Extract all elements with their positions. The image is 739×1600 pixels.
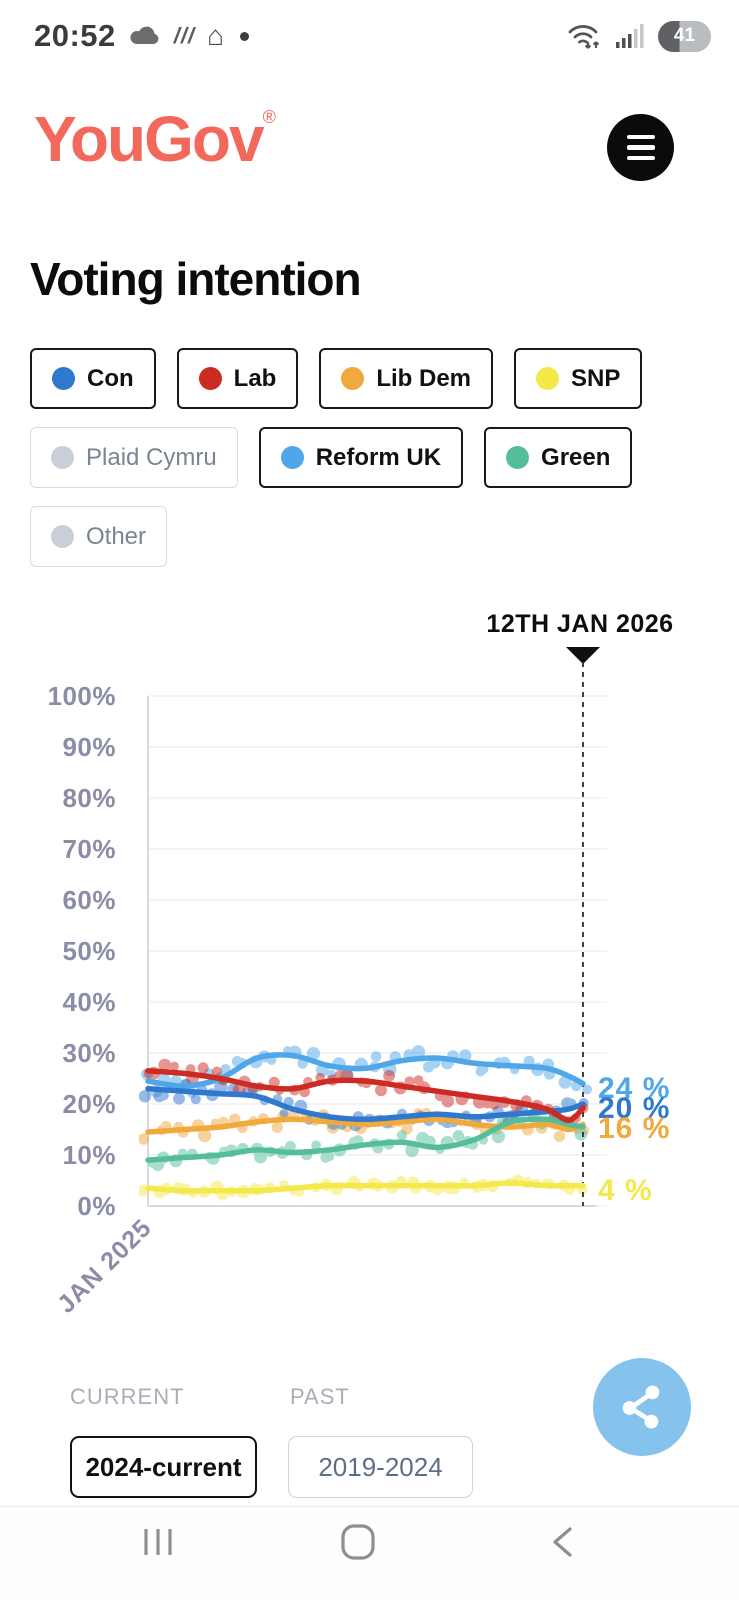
y-tick-80%: 80% [62, 783, 116, 813]
past-section-label: PAST [290, 1384, 350, 1409]
period-button-2019-2024[interactable]: 2019-2024 [288, 1436, 473, 1498]
period-button-2024-current[interactable]: 2024-current [70, 1436, 257, 1498]
party-toggle-label: Other [86, 522, 147, 550]
status-bar: 20:52 /// ⌂ 41 [0, 0, 739, 72]
page-title: Voting intention [30, 253, 362, 305]
party-toggle-label: SNP [571, 364, 621, 392]
party-color-dot [198, 367, 222, 390]
wifi-arrows-icon [568, 25, 600, 49]
battery-percent: 41 [673, 25, 696, 46]
y-tick-0%: 0% [77, 1191, 116, 1221]
battery-indicator: 41 [658, 20, 711, 52]
end-value-label-20: 20 % [598, 1092, 671, 1125]
chart-canvas [139, 662, 607, 1207]
end-value-label-16: 16 % [598, 1112, 671, 1146]
y-tick-60%: 60% [62, 885, 116, 915]
trend-line-lib-dem [145, 1116, 586, 1135]
trend-line-lab [145, 1068, 586, 1124]
back-icon [553, 1527, 572, 1557]
app-header: YouGov® [0, 96, 739, 216]
chart-cursor-marker-icon[interactable] [566, 647, 600, 664]
share-nodes-icon [622, 1385, 660, 1429]
y-tick-30%: 30% [62, 1038, 116, 1068]
home-icon [341, 1524, 375, 1560]
party-toggle-reform-uk[interactable]: Reform UK [258, 427, 464, 488]
chart-cursor-date-label: 12TH JAN 2026 [486, 610, 674, 638]
yougov-logo[interactable]: YouGov® [34, 103, 276, 175]
y-tick-20%: 20% [62, 1089, 116, 1119]
party-toggle-snp[interactable]: SNP [514, 348, 643, 409]
current-section-label: CURRENT [70, 1384, 185, 1409]
party-toggle-other[interactable]: Other [30, 506, 168, 567]
scatter-points-green [147, 1106, 588, 1172]
party-toggle-lib-dem[interactable]: Lib Dem [319, 348, 494, 409]
back-button[interactable] [518, 1507, 608, 1577]
cloud-icon [130, 26, 159, 45]
party-color-dot [280, 446, 304, 469]
trend-line-green [145, 1116, 586, 1163]
notification-dot [240, 31, 250, 41]
hamburger-menu-button[interactable] [607, 114, 674, 181]
trend-line-reform-uk [145, 1052, 586, 1089]
party-toggle-lab[interactable]: Lab [176, 348, 299, 409]
end-value-label-4: 4 % [598, 1173, 653, 1207]
screen-cast-icon: /// [173, 23, 196, 48]
hamburger-menu-icon [626, 134, 655, 140]
party-toggle-plaid-cymru[interactable]: Plaid Cymru [30, 427, 238, 488]
party-toggle-label: Con [87, 364, 134, 392]
scatter-points-con [139, 1078, 589, 1132]
trend-line-snp [145, 1180, 586, 1194]
end-value-label-24: 24 % [598, 1071, 671, 1105]
party-color-dot [52, 367, 75, 390]
party-toggle-label: Lib Dem [376, 364, 472, 392]
scatter-points-lib-dem [139, 1107, 590, 1145]
scatter-points-lab [143, 1058, 589, 1128]
party-toggle-label: Plaid Cymru [86, 443, 217, 471]
trend-line-con [145, 1085, 586, 1123]
recents-icon [144, 1529, 172, 1555]
party-color-dot [51, 525, 74, 548]
party-color-dot [51, 446, 74, 469]
party-color-dot [341, 367, 365, 390]
scatter-points-snp [139, 1174, 588, 1201]
party-toggle-label: Lab [233, 364, 277, 392]
share-button[interactable] [593, 1358, 691, 1456]
y-tick-50%: 50% [62, 936, 116, 966]
home-mode-icon: ⌂ [207, 20, 225, 51]
party-color-dot [506, 446, 530, 469]
party-toggle-green[interactable]: Green [484, 427, 633, 488]
signal-bars-icon [616, 24, 644, 48]
android-nav-bar [0, 1506, 739, 1600]
home-button[interactable] [313, 1507, 403, 1577]
party-color-dot [536, 367, 560, 390]
y-tick-70%: 70% [62, 834, 116, 864]
party-toggle-con[interactable]: Con [30, 348, 156, 409]
recents-button[interactable] [113, 1507, 203, 1577]
y-tick-100%: 100% [47, 681, 116, 711]
party-toggle-label: Reform UK [315, 443, 442, 471]
party-toggle-label: Green [541, 443, 611, 471]
clock: 20:52 [34, 18, 116, 53]
y-tick-10%: 10% [62, 1140, 116, 1170]
grid-lines [148, 695, 607, 1207]
scatter-points-reform-uk [141, 1045, 592, 1098]
voting-intention-chart: 12TH JAN 2026 100% 90% 80% 70% 60% 50% 40% 30% 2… [0, 600, 739, 1340]
y-tick-90%: 90% [62, 732, 116, 762]
party-toggle-group: Con Lab Lib Dem SNP Plaid Cymru Reform UK Gree… [30, 348, 690, 567]
y-tick-40%: 40% [62, 987, 116, 1017]
registered-mark: ® [262, 107, 276, 127]
